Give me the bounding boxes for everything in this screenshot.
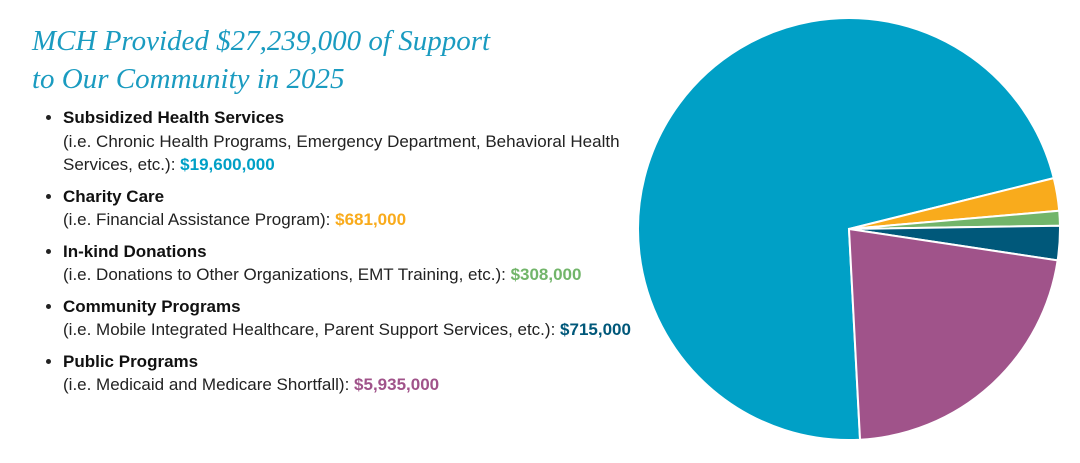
item-name: Community Programs: [63, 296, 241, 316]
legend-item: Community Programs (i.e. Mobile Integrate…: [63, 295, 643, 342]
value-label: $715,000: [560, 320, 631, 339]
chart-title: MCH Provided $27,239,000 of Support to O…: [32, 25, 491, 95]
legend-item: In-kind Donations (i.e. Donations to Othe…: [63, 240, 643, 287]
value-label: $681,000: [335, 210, 407, 229]
value-label: $308,000: [510, 265, 582, 284]
item-description: (i.e. Chronic Health Programs, Emergency…: [63, 131, 620, 175]
value-label: $19,600,000: [180, 155, 275, 174]
pie-slice: [847, 227, 1059, 441]
value-label: $5,935,000: [354, 375, 440, 394]
legend-item: Public Programs (i.e. Medicaid and Medica…: [63, 350, 643, 397]
item-description: (i.e. Mobile Integrated Healthcare, Pare…: [63, 320, 556, 339]
item-description: (i.e. Donations to Other Organizations, …: [63, 265, 506, 284]
item-name: In-kind Donations: [63, 241, 207, 261]
item-description: (i.e. Medicaid and Medicare Shortfall):: [63, 375, 350, 394]
legend-item: Charity Care (i.e. Financial Assistance P…: [63, 185, 643, 232]
pie-slice: [637, 17, 1055, 441]
legend-list: Subsidized Health Services (i.e. Chronic …: [40, 106, 643, 405]
legend-item: Subsidized Health Services (i.e. Chronic …: [63, 106, 643, 177]
item-name: Charity Care: [63, 186, 165, 206]
item-name: Public Programs: [63, 351, 199, 371]
item-description: (i.e. Financial Assistance Program):: [63, 210, 331, 229]
item-name: Subsidized Health Services: [63, 108, 285, 127]
